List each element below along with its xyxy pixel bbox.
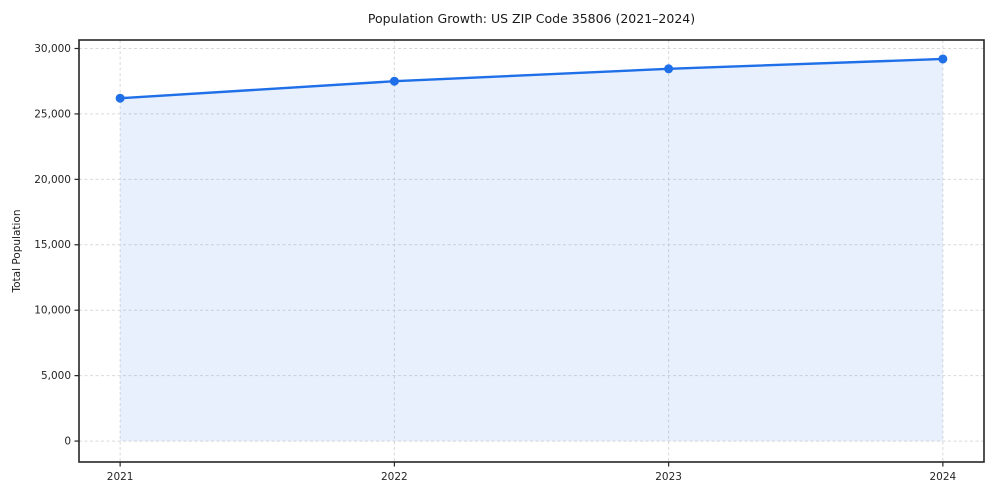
y-tick-label: 10,000 (34, 305, 71, 317)
plot-border (78, 39, 985, 463)
y-tick-label: 30,000 (34, 43, 71, 55)
data-point-marker (115, 93, 125, 103)
chart-title: Population Growth: US ZIP Code 35806 (20… (367, 11, 696, 26)
data-point-marker (389, 76, 399, 86)
data-point-marker (938, 54, 948, 64)
y-tick-label: 0 (64, 436, 71, 448)
area-fill (120, 58, 943, 442)
data-point-marker (664, 64, 674, 74)
x-tick-label: 2023 (655, 471, 682, 483)
population-line (118, 57, 945, 100)
y-tick-label: 25,000 (34, 108, 71, 120)
y-tick-label: 15,000 (34, 239, 71, 251)
y-tick-label: 20,000 (34, 174, 71, 186)
x-tick-label: 2024 (929, 471, 956, 483)
y-tick-label: 5,000 (41, 370, 71, 382)
x-tick-label: 2022 (381, 471, 408, 483)
x-tick-label: 2021 (107, 471, 134, 483)
